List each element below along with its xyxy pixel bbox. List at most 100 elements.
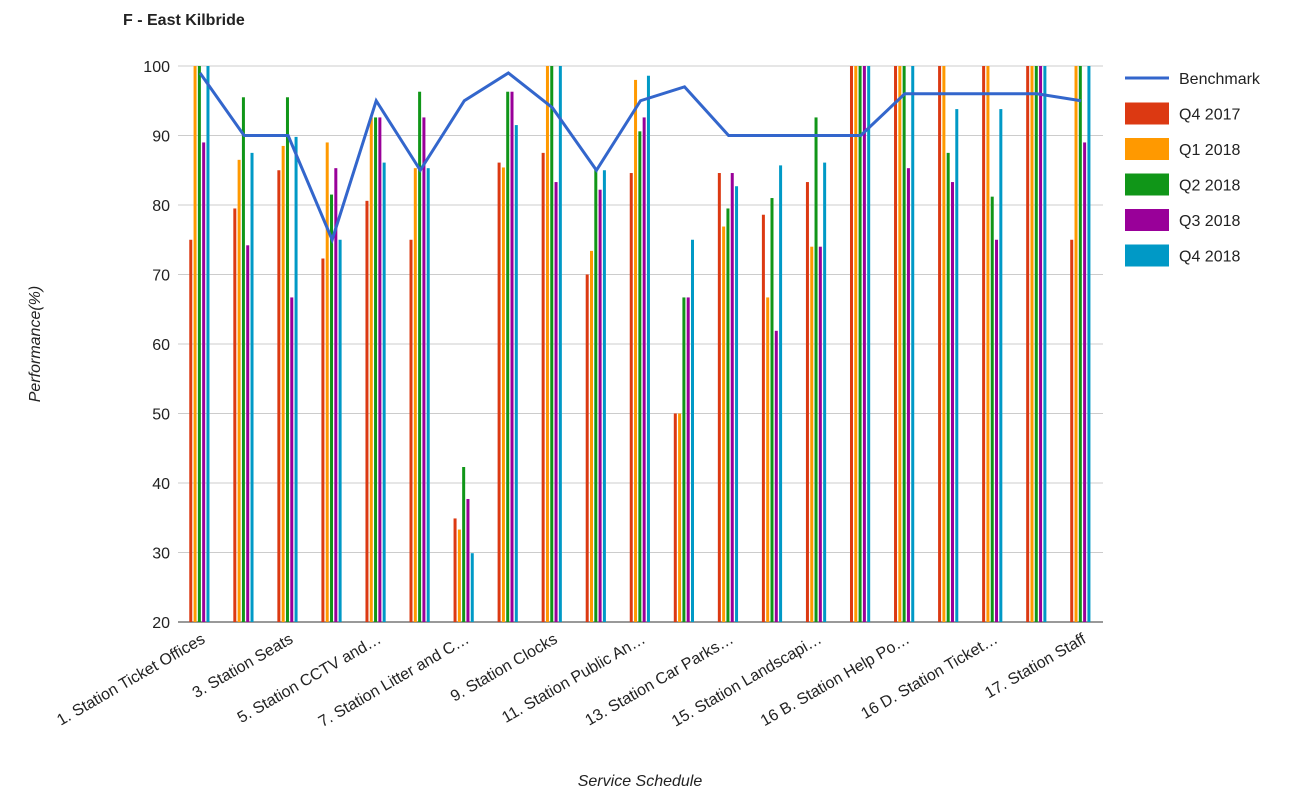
y-axis-title: Performance(%) [27,286,44,402]
bar [1087,66,1091,622]
bar [646,75,650,623]
y-tick-label: 100 [143,59,170,76]
y-tick-label: 90 [152,129,170,146]
bar [193,66,197,622]
bar [462,467,466,622]
bar [1074,66,1078,622]
bar [726,208,730,622]
bar [497,162,501,623]
x-tick-label: 11. Station Public An… [499,631,648,727]
bar [902,66,906,622]
bar [466,498,470,622]
x-tick-label: 15. Station Landscapi… [669,631,825,731]
bar [294,136,298,622]
bar [413,168,417,623]
x-tick-label: 16 B. Station Help Po… [758,631,913,730]
bar [894,66,898,622]
bar [277,170,281,622]
bar [237,159,241,622]
bar [862,66,866,622]
bar [321,258,325,622]
bar [1078,66,1082,622]
bar [686,297,690,622]
bar [197,66,201,622]
bar [982,66,986,622]
bar [554,182,558,622]
legend-label: Q4 2017 [1179,107,1240,124]
x-tick-label: 1. Station Ticket Offices [54,631,208,730]
bar [1083,142,1087,622]
bar [942,66,946,622]
bar [805,182,809,622]
bar [629,173,633,622]
bar [911,66,915,622]
legend-label: Q3 2018 [1179,213,1240,230]
bar [202,142,206,622]
legend-swatch [1125,244,1169,267]
bar [585,274,589,622]
bar [995,239,999,622]
legend-label: Q2 2018 [1179,178,1240,195]
bar [453,518,457,622]
x-tick-label: 7. Station Litter and C… [316,631,472,731]
bar [290,297,294,622]
bar [598,189,602,622]
bar [550,66,554,622]
legend-swatch [1125,138,1169,160]
bar [986,66,990,622]
bar [285,97,289,622]
bar [774,330,778,622]
bar [422,117,426,623]
y-tick-label: 80 [152,198,170,215]
bar [770,198,774,623]
bar [730,173,734,622]
bar [867,66,871,622]
bar [642,117,646,623]
bar [955,109,959,623]
bar [501,167,505,622]
bar [325,142,329,622]
bar [999,109,1003,623]
legend-swatch [1125,102,1169,125]
bar [898,66,902,622]
bar [690,239,694,622]
bar [330,194,334,622]
bar [1026,66,1030,622]
x-axis-title: Service Schedule [578,773,703,790]
bar [374,117,378,623]
bar [779,165,783,622]
bar [426,168,430,623]
bar [761,214,765,623]
legend-swatch [1125,209,1169,231]
bar [378,117,382,623]
bar [510,91,514,623]
bar [241,97,245,622]
bar [673,413,677,622]
bar [854,66,858,622]
y-tick-label: 60 [152,337,170,354]
bar [722,226,726,623]
bar [678,413,682,622]
bar [514,125,518,622]
bar [1039,66,1043,622]
bar [818,246,822,622]
bar [946,152,950,622]
bar [938,66,942,622]
line [198,71,1082,245]
bar [409,239,413,622]
bar [1034,66,1038,622]
bar [246,245,250,622]
legend-label: Benchmark [1179,71,1261,88]
bar [735,186,739,623]
bar [558,66,562,622]
bar [810,246,814,622]
bar [950,182,954,622]
bar [281,145,285,623]
x-tick-label: 13. Station Car Parks… [583,631,737,730]
bar [334,168,338,623]
bar [1030,66,1034,622]
y-tick-label: 50 [152,407,170,424]
legend-label: Q1 2018 [1179,142,1240,159]
bar [602,170,606,622]
